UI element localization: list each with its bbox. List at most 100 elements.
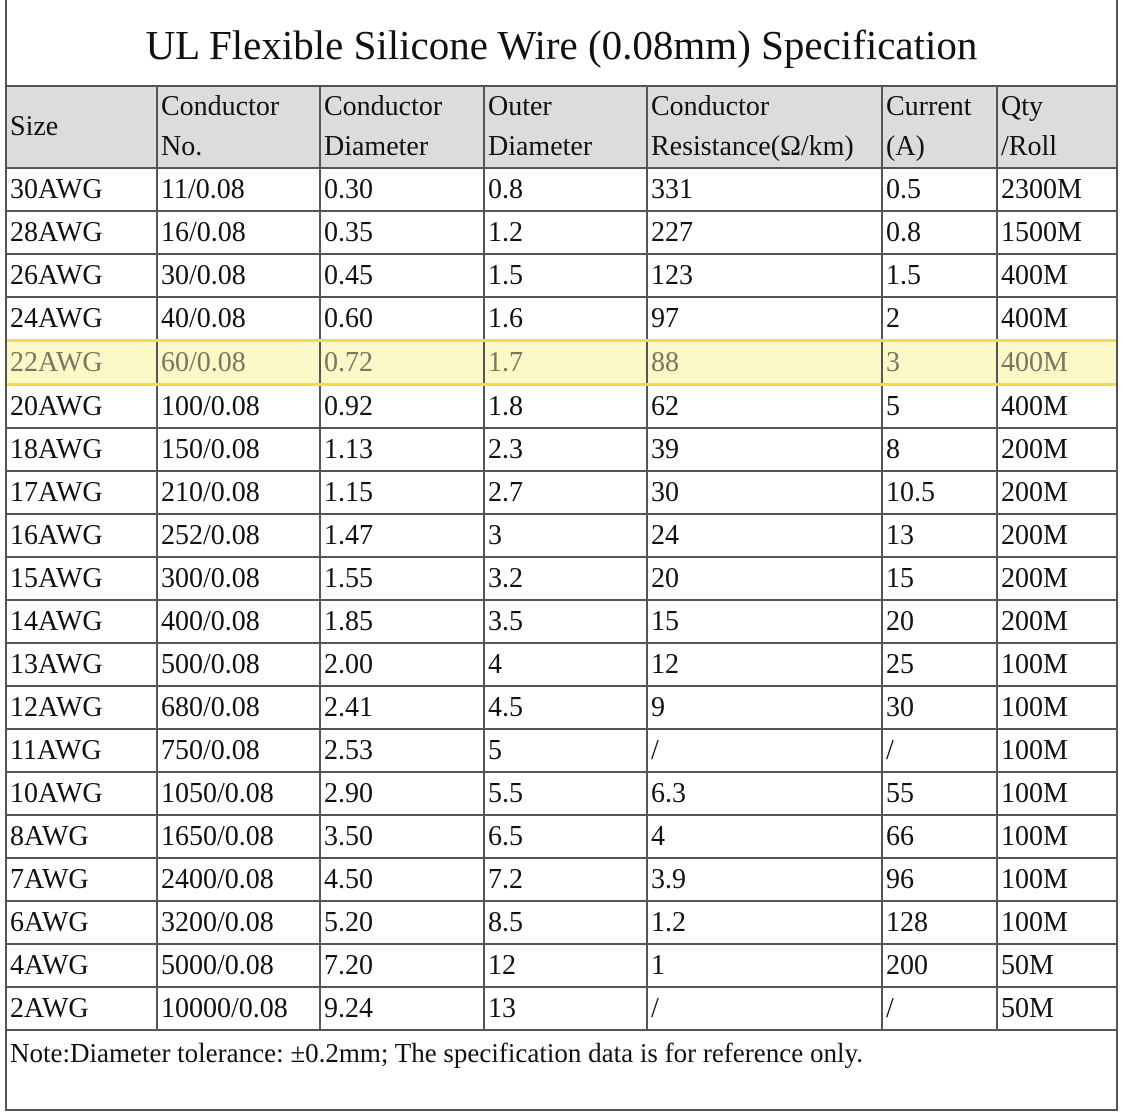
table-cell: 400M xyxy=(996,383,1116,429)
table-row: 16AWG 252/0.08 1.47 3 24 13 200M xyxy=(7,513,1116,558)
table-cell: 97 xyxy=(646,296,883,342)
table-row: 22AWG 60/0.08 0.72 1.7 88 3 400M xyxy=(7,339,1116,386)
table-cell: 24AWG xyxy=(7,296,158,342)
table-cell: 15 xyxy=(646,599,883,644)
table-cell: 2.7 xyxy=(483,470,648,515)
table-cell: 30 xyxy=(881,685,998,730)
table-cell: 200M xyxy=(996,427,1116,472)
table-cell: 88 xyxy=(646,339,883,386)
table-cell: 400M xyxy=(996,253,1116,298)
table-cell: 3.5 xyxy=(483,599,648,644)
note: Note:Diameter tolerance: ±0.2mm; The spe… xyxy=(10,1038,863,1068)
table-row: 8AWG 1650/0.08 3.50 6.5 4 66 100M xyxy=(7,814,1116,859)
table-cell: 25 xyxy=(881,642,998,687)
table-cell: 50M xyxy=(996,986,1116,1031)
table-cell: 2 xyxy=(881,296,998,342)
table-cell: 400M xyxy=(996,296,1116,342)
table-cell: 4AWG xyxy=(7,943,158,988)
table-row: 26AWG 30/0.08 0.45 1.5 123 1.5 400M xyxy=(7,253,1116,298)
table-cell: 30 xyxy=(646,470,883,515)
header-line: Qty xyxy=(1001,91,1043,122)
table-cell: 4.50 xyxy=(319,857,485,902)
table-cell: 15AWG xyxy=(7,556,158,601)
header-line: Diameter xyxy=(324,131,429,162)
table-cell: 4 xyxy=(483,642,648,687)
table-cell: 0.5 xyxy=(881,167,998,212)
table-row: 2AWG 10000/0.08 9.24 13//50M xyxy=(7,986,1116,1031)
table-cell: 0.35 xyxy=(319,210,485,255)
table-cell: 100M xyxy=(996,857,1116,902)
table-cell: 500/0.08 xyxy=(156,642,321,687)
table-cell: 96 xyxy=(881,857,998,902)
table-cell: 28AWG xyxy=(7,210,158,255)
table-cell: 1.7 xyxy=(483,339,648,386)
table-cell: 10000/0.08 xyxy=(156,986,321,1031)
table-cell: 2.3 xyxy=(483,427,648,472)
table-cell: 16AWG xyxy=(7,513,158,558)
table-cell: 66 xyxy=(881,814,998,859)
header-line: Outer xyxy=(488,91,552,122)
table-cell: 12AWG xyxy=(7,685,158,730)
table-row: 28AWG 16/0.08 0.35 1.2 227 0.8 1500M xyxy=(7,210,1116,255)
table-cell: 9.24 xyxy=(319,986,485,1031)
table-cell: 6.5 xyxy=(483,814,648,859)
header-line: No. xyxy=(161,131,203,162)
table-cell: 39 xyxy=(646,427,883,472)
table-cell: 5.5 xyxy=(483,771,648,816)
table-cell: 0.8 xyxy=(881,210,998,255)
table-cell: 200M xyxy=(996,513,1116,558)
table-row: 30AWG 11/0.08 0.30 0.8 331 0.5 2300M xyxy=(7,167,1116,212)
table-cell: 13AWG xyxy=(7,642,158,687)
table-cell: 2.00 xyxy=(319,642,485,687)
table-cell: 3200/0.08 xyxy=(156,900,321,945)
table-cell: 11AWG xyxy=(7,728,158,773)
table-row: 7AWG 2400/0.08 4.50 7.2 3.9 96 100M xyxy=(7,857,1116,902)
table-cell: 2.90 xyxy=(319,771,485,816)
table-row: 17AWG 210/0.08 1.15 2.7 30 10.5 200M xyxy=(7,470,1116,515)
table-cell: 10AWG xyxy=(7,771,158,816)
table-cell: / xyxy=(646,986,883,1031)
table-cell: 1050/0.08 xyxy=(156,771,321,816)
table-cell: 62 xyxy=(646,383,883,429)
table-body: 30AWG 11/0.08 0.30 0.8 331 0.5 2300M 28AWG 16/0.… xyxy=(7,167,1116,1031)
table-row: 6AWG 3200/0.08 5.20 8.5 1.2 128 100M xyxy=(7,900,1116,945)
header-row: Size Conductor No. Conductor Diameter Outer Di… xyxy=(7,87,1116,169)
table-cell: 5 xyxy=(483,728,648,773)
table-cell: 150/0.08 xyxy=(156,427,321,472)
table-cell: 210/0.08 xyxy=(156,470,321,515)
table-cell: 100/0.08 xyxy=(156,383,321,429)
table-cell: 123 xyxy=(646,253,883,298)
table-cell: 2AWG xyxy=(7,986,158,1031)
header-line: Conductor xyxy=(161,91,280,122)
table-cell: 4.5 xyxy=(483,685,648,730)
table-cell: 100M xyxy=(996,642,1116,687)
title: UL Flexible Silicone Wire (0.08mm) Speci… xyxy=(7,0,1116,87)
table-cell: / xyxy=(881,728,998,773)
table-cell: 30AWG xyxy=(7,167,158,212)
header-line: /Roll xyxy=(1001,131,1058,162)
table-cell: 1.2 xyxy=(483,210,648,255)
table-cell: 14AWG xyxy=(7,599,158,644)
table-cell: 3.50 xyxy=(319,814,485,859)
table-cell: 55 xyxy=(881,771,998,816)
table-cell: 0.72 xyxy=(319,339,485,386)
table-cell: 12 xyxy=(646,642,883,687)
table-cell: 750/0.08 xyxy=(156,728,321,773)
header-cell: Size xyxy=(7,87,158,169)
table-header: Size Conductor No. Conductor Diameter Outer Di… xyxy=(7,87,1116,169)
table-cell: 2300M xyxy=(996,167,1116,212)
table-cell: 1.5 xyxy=(483,253,648,298)
header-cell: Qty/Roll xyxy=(996,87,1116,169)
table-cell: 2.41 xyxy=(319,685,485,730)
spec-table: Size Conductor No. Conductor Diameter Outer Di… xyxy=(7,87,1116,1031)
table-cell: 0.8 xyxy=(483,167,648,212)
table-cell: / xyxy=(881,986,998,1031)
table-cell: 18AWG xyxy=(7,427,158,472)
table-cell: 8.5 xyxy=(483,900,648,945)
table-cell: 3 xyxy=(483,513,648,558)
table-cell: 100M xyxy=(996,685,1116,730)
table-cell: 252/0.08 xyxy=(156,513,321,558)
table-cell: / xyxy=(646,728,883,773)
table-cell: 200M xyxy=(996,599,1116,644)
